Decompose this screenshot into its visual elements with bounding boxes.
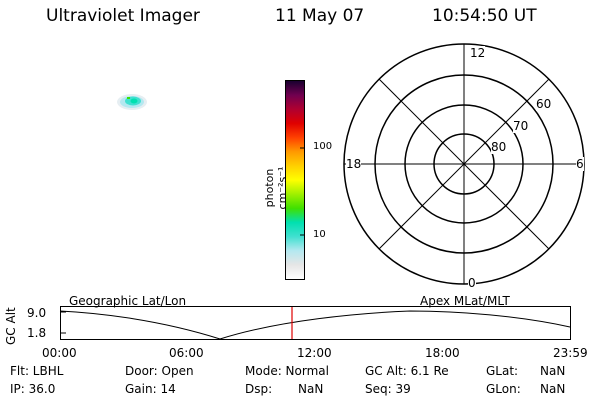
- mlt-label-12: 12: [470, 46, 486, 60]
- mode-info: Mode: Normal: [245, 364, 329, 378]
- gc-alt-info: GC Alt: 6.1 Re: [365, 364, 449, 378]
- glon-label: GLon:: [486, 382, 521, 396]
- gain-info: Gain: 14: [125, 382, 176, 396]
- ip-info: IP: 36.0: [10, 382, 56, 396]
- seq-info: Seq: 39: [365, 382, 411, 396]
- instrument-title: Ultraviolet Imager: [46, 6, 200, 26]
- track-xtick-1200: 12:00: [297, 346, 332, 360]
- track-right-label: Apex MLat/MLT: [420, 294, 510, 308]
- glat-value: NaN: [540, 364, 566, 378]
- mlt-label-0: 0: [468, 276, 476, 290]
- aurora-core: [130, 98, 138, 104]
- track-xtick-0600: 06:00: [169, 346, 204, 360]
- mlat-label-80: 80: [491, 140, 507, 154]
- dsp-value: NaN: [298, 382, 324, 396]
- auroral-image: [117, 94, 147, 110]
- mlt-label-6: 6: [576, 157, 584, 171]
- track-ytick-low: 1.8: [27, 326, 47, 340]
- colorbar-tick-10: 10: [313, 229, 326, 240]
- track-ytick-high: 9.0: [27, 306, 47, 320]
- track-xtick-2359: 23:59: [553, 346, 588, 360]
- colorbar-tickmarks: [300, 147, 305, 236]
- glon-value: NaN: [540, 382, 566, 396]
- track-frame: [60, 306, 571, 340]
- track-left-label: Geographic Lat/Lon: [69, 294, 187, 308]
- track-xtick-1800: 18:00: [425, 346, 460, 360]
- colorbar-tick-100: 100: [313, 141, 333, 152]
- glat-label: GLat:: [486, 364, 519, 378]
- door-info: Door: Open: [125, 364, 194, 378]
- track-axis-label: GC Alt: [4, 307, 18, 345]
- polar-plot: [343, 43, 585, 285]
- dsp-label: Dsp:: [245, 382, 273, 396]
- track-xtick-0000: 00:00: [42, 346, 77, 360]
- time-label: 10:54:50 UT: [432, 6, 537, 26]
- mlat-label-70: 70: [513, 119, 529, 133]
- mlt-label-18: 18: [346, 157, 362, 171]
- date-label: 11 May 07: [275, 6, 365, 26]
- polar-diagonal: [378, 78, 550, 250]
- flt-info: Flt: LBHL: [10, 364, 64, 378]
- mlat-label-60: 60: [536, 97, 552, 111]
- altitude-curve: [59, 310, 571, 340]
- aurora-speck: [127, 97, 130, 99]
- colorbar-label: photon cm⁻²s⁻¹: [263, 166, 289, 210]
- colorbar: [285, 80, 305, 280]
- track-plot: [59, 306, 571, 340]
